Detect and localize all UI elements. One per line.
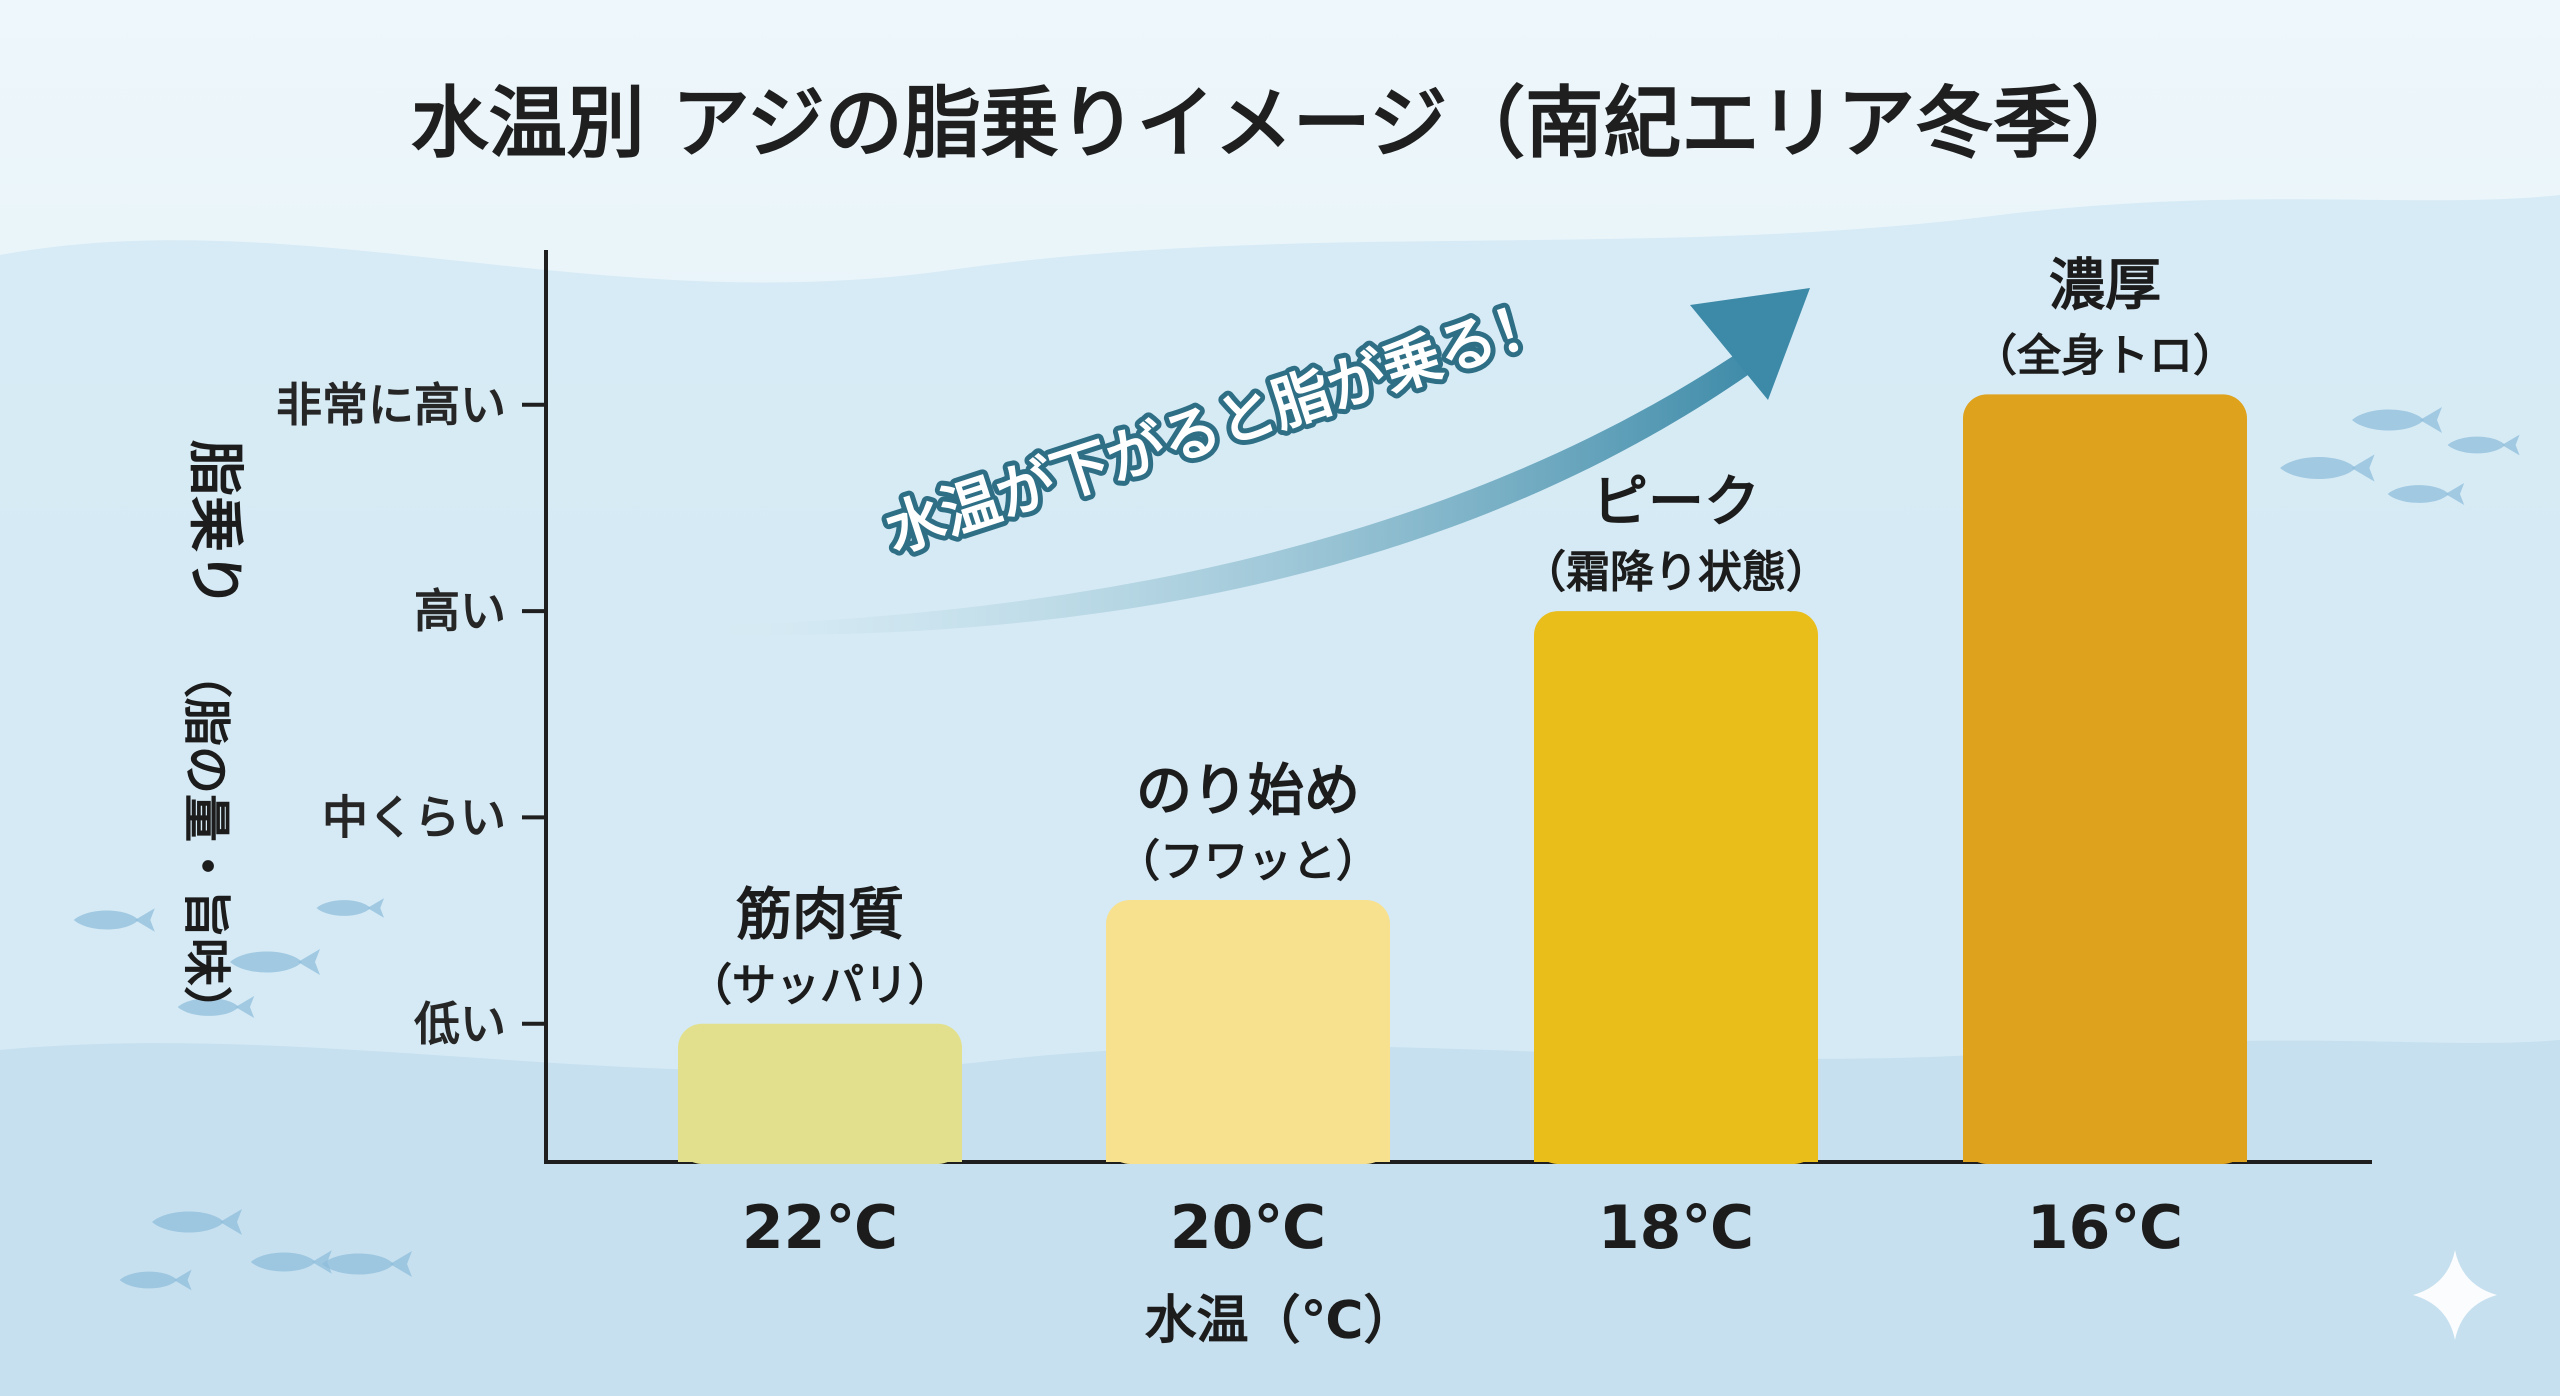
chart-title: 水温別 アジの脂乗りイメージ（南紀エリア冬季）	[411, 79, 2149, 169]
fish-icon	[322, 1251, 412, 1277]
fish-icon	[2280, 454, 2375, 482]
wave-lower	[0, 1040, 2560, 1396]
bar-label-main: 濃厚	[2049, 253, 2161, 318]
fish-icon	[177, 995, 255, 1019]
bar-base	[1106, 1132, 1390, 1162]
sparkle-icon	[2413, 1250, 2497, 1340]
bar	[1106, 899, 1390, 1164]
x-tick-label: 18℃	[1598, 1193, 1754, 1263]
bar	[678, 1023, 962, 1164]
y-tick-label: 非常に高い	[276, 378, 506, 432]
bar-base	[1534, 1132, 1818, 1162]
fish-icon	[316, 898, 384, 918]
y-tick-label: 中くらい	[322, 790, 506, 844]
bar-label-sub: （サッパリ）	[688, 960, 952, 1011]
bar-base	[1963, 1132, 2247, 1162]
y-axis-subtitle: （脂の量・旨味）	[178, 650, 234, 1034]
x-tick-label: 22℃	[742, 1193, 898, 1263]
fish-icon	[2447, 434, 2520, 456]
bar-label-main: ピーク	[1592, 470, 1760, 535]
bar-base	[678, 1132, 962, 1162]
y-tick-label: 高い	[414, 584, 506, 638]
bars	[678, 394, 2247, 1164]
x-tick-label: 20℃	[1170, 1193, 1326, 1263]
fish-icon	[119, 1269, 192, 1291]
bar-label-sub: （フワッと）	[1116, 836, 1380, 887]
bar-labels: 筋肉質 （サッパリ） のり始め （フワッと） ピーク （霜降り状態） 濃厚 （全身トロ）	[688, 253, 2237, 1010]
x-tick-labels: 22℃ 20℃ 18℃ 16℃	[742, 1193, 2183, 1263]
fish-icon	[250, 1250, 332, 1274]
bar-label-sub: （霜降り状態）	[1522, 547, 1830, 598]
x-tick-label: 16℃	[2027, 1193, 2183, 1263]
x-axis-title: 水温（℃）	[1145, 1291, 1416, 1351]
fish-icon	[2387, 482, 2465, 506]
bar	[1534, 611, 1818, 1164]
fish-icon	[2352, 407, 2442, 433]
fish-icon	[230, 949, 320, 975]
bar-label-main: 筋肉質	[736, 883, 904, 948]
bar-label-sub: （全身トロ）	[1973, 330, 2237, 381]
fish-icon	[152, 1209, 242, 1235]
y-axis-title: 脂乗り	[182, 440, 247, 608]
bar-label-main: のり始め	[1136, 759, 1360, 824]
fish-group	[73, 407, 2520, 1291]
y-ticks: 低い 中くらい 高い 非常に高い	[276, 378, 546, 1051]
trend-arrow-icon	[730, 288, 1810, 636]
fish-icon	[73, 908, 155, 932]
bar	[1963, 394, 2247, 1164]
y-tick-label: 低い	[414, 997, 506, 1051]
